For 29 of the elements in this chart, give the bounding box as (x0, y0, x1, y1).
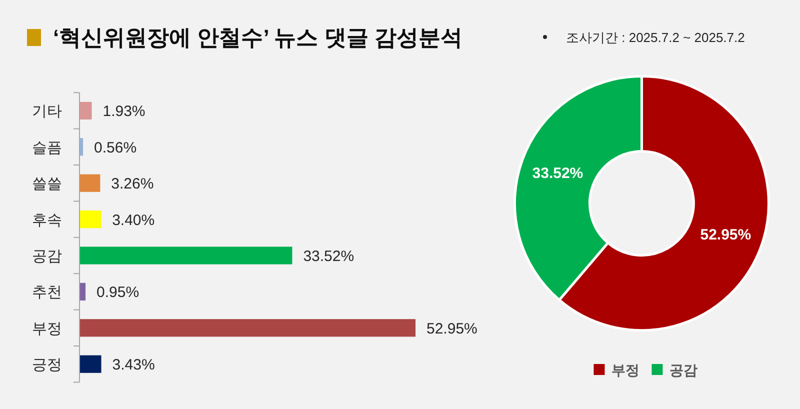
y-tick-label: 부정 (32, 320, 62, 338)
y-tick-label: 슬픔 (32, 139, 62, 156)
bar (80, 102, 92, 120)
data-label: 52.95% (426, 320, 478, 338)
data-label: 33.52% (303, 248, 354, 265)
y-tick-label: 공감 (32, 248, 62, 265)
data-label: 3.26% (111, 176, 154, 193)
bar (80, 210, 102, 228)
y-tick-label: 긍정 (32, 356, 62, 374)
legend-label: 부정 (612, 362, 640, 378)
y-tick-label: 후속 (32, 212, 62, 229)
legend-label: 공감 (670, 362, 698, 378)
bar (80, 282, 86, 300)
chart-title: ‘혁신위원장에 안철수’ 뉴스 댓글 감성분석 (53, 25, 462, 50)
data-label: 0.56% (94, 139, 137, 156)
data-label: 1.93% (102, 103, 146, 120)
data-label: 0.95% (96, 284, 140, 302)
y-tick-label: 쓸쓸 (32, 176, 62, 193)
data-label: 3.40% (112, 212, 155, 229)
bar (80, 355, 102, 373)
bar (80, 246, 292, 264)
y-tick-label: 추천 (32, 284, 62, 302)
y-tick-label: 기타 (32, 103, 62, 120)
data-label: 3.43% (112, 356, 155, 374)
text: 조사기간 : 2025.7.2 ~ 2025.7.2 (566, 30, 745, 45)
data-label: 52.95% (700, 226, 752, 244)
bar (80, 319, 416, 337)
data-label: 33.52% (532, 164, 584, 182)
bar (80, 174, 100, 192)
